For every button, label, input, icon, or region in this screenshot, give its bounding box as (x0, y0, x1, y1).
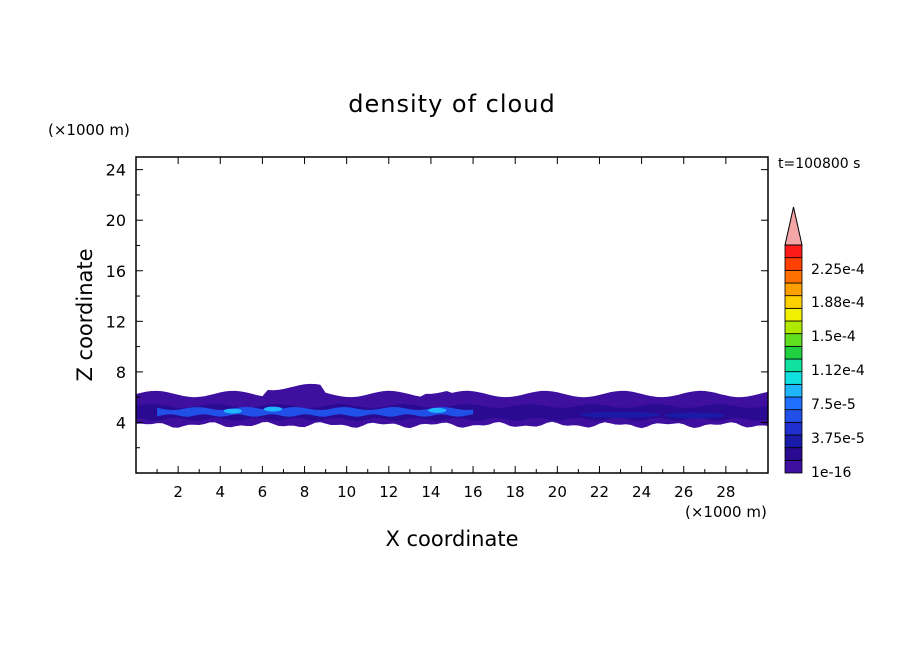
cloud-peak-spot (263, 406, 282, 412)
chart-title: density of cloud (348, 90, 555, 118)
colorbar-swatch (784, 371, 803, 385)
colorbar-label: 1.5e-4 (811, 329, 856, 345)
plot-frame (135, 156, 769, 474)
colorbar-label: 3.75e-5 (811, 431, 865, 447)
colorbar-extend-arrow (784, 206, 803, 246)
colorbar-label: 1.88e-4 (811, 295, 865, 311)
colorbar-label: 2.25e-4 (811, 262, 865, 278)
colorbar-label: 1.12e-4 (811, 363, 865, 379)
colorbar-swatch (784, 409, 803, 423)
cloud-mid-patch (580, 411, 661, 418)
y-tick-label: 24 (106, 161, 126, 180)
x-tick-label: 26 (674, 483, 693, 501)
colorbar: 2.25e-4 1.88e-4 1.5e-4 1.12e-4 7.5e-5 3.75e-5… (784, 206, 865, 481)
colorbar-label: 1e-16 (811, 465, 851, 481)
y-tick-label: 8 (116, 363, 126, 382)
x-tick-label: 6 (258, 483, 268, 501)
x-tick-label: 22 (590, 483, 609, 501)
y-unit-label: (×1000 m) (48, 121, 130, 139)
x-tick-label: 4 (215, 483, 225, 501)
colorbar-swatch (784, 383, 803, 398)
colorbar-swatch (784, 421, 803, 436)
y-tick-label: 20 (106, 211, 126, 230)
cloud-peak-spot (428, 407, 447, 413)
x-tick-label: 24 (632, 483, 651, 501)
x-tick-label: 2 (173, 483, 183, 501)
colorbar-swatch (784, 459, 803, 474)
x-tick-label: 10 (337, 483, 356, 501)
time-label: t=100800 s (778, 156, 860, 172)
colorbar-swatch (784, 358, 803, 373)
x-tick-label: 20 (548, 483, 567, 501)
x-tick-label: 28 (716, 483, 735, 501)
colorbar-swatch (784, 396, 803, 411)
colorbar-swatch (784, 282, 803, 297)
colorbar-swatch (784, 333, 803, 347)
x-tick-label: 18 (506, 483, 525, 501)
colorbar-swatch (784, 295, 803, 309)
x-unit-label: (×1000 m) (685, 503, 767, 521)
x-tick-label: 14 (421, 483, 440, 501)
colorbar-swatch (784, 345, 803, 360)
colorbar-swatch (784, 257, 803, 271)
colorbar-swatch (784, 320, 803, 335)
y-tick-label: 12 (106, 312, 126, 331)
colorbar-swatch (784, 307, 803, 322)
x-axis-label: X coordinate (385, 527, 518, 551)
cloud-peak-spot (223, 408, 242, 414)
cloud-mid-patch (664, 412, 725, 419)
x-tick-label: 12 (379, 483, 398, 501)
plot-area (136, 383, 768, 429)
x-axis-ticks: 2 4 6 8 10 12 14 16 18 20 22 24 26 28 (156, 157, 748, 501)
colorbar-label: 7.5e-5 (811, 397, 856, 413)
colorbar-swatch (784, 244, 803, 259)
y-axis-ticks: 4 8 12 16 20 24 (106, 161, 768, 449)
colorbar-swatch (784, 434, 803, 449)
y-axis-label: Z coordinate (73, 248, 97, 381)
y-tick-label: 4 (116, 413, 126, 432)
x-tick-label: 16 (464, 483, 483, 501)
colorbar-swatch (784, 269, 803, 284)
x-tick-label: 8 (300, 483, 310, 501)
colorbar-swatch (784, 447, 803, 461)
y-tick-label: 16 (106, 262, 126, 281)
